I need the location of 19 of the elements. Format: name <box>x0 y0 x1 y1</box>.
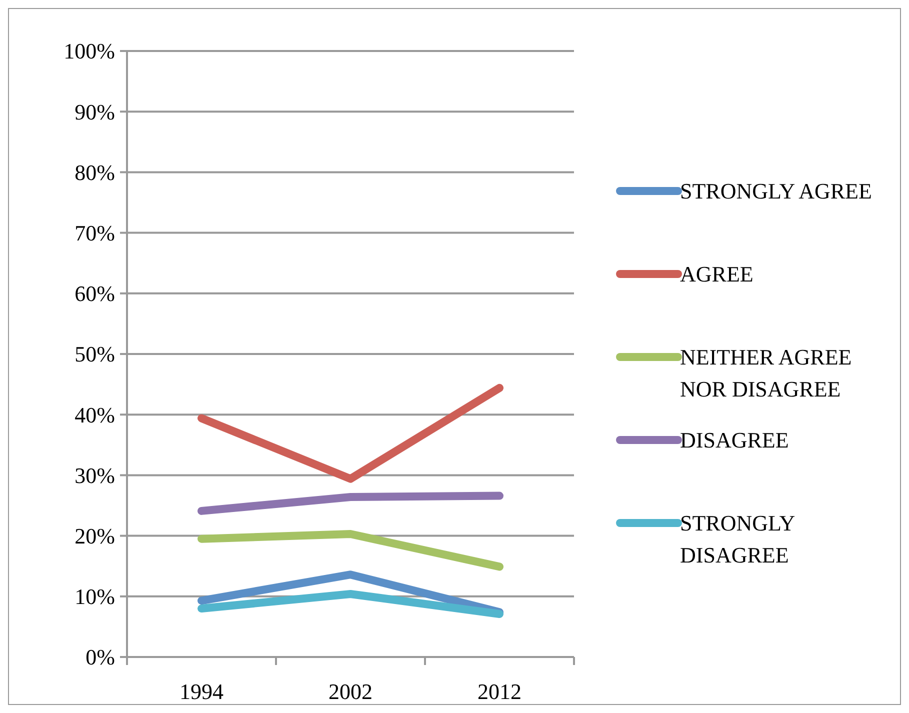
y-tick-label: 30% <box>74 462 115 488</box>
legend-label: AGREE <box>680 262 754 287</box>
x-tick-label: 2012 <box>478 679 522 704</box>
y-tick-label: 90% <box>74 99 115 124</box>
y-tick-label: 20% <box>74 524 115 548</box>
y-tick-label: 60% <box>74 281 115 306</box>
x-tick-label: 1994 <box>180 679 224 704</box>
y-tick-label: 70% <box>74 220 115 246</box>
y-tick-label: 40% <box>74 402 115 428</box>
legend-label: DISAGREE <box>680 428 789 453</box>
y-tick-label: 0% <box>86 644 115 670</box>
y-tick-label: 50% <box>74 342 115 367</box>
x-tick-label: 2002 <box>328 679 372 704</box>
y-tick-label: 80% <box>74 160 115 185</box>
legend-label: NEITHER AGREE NOR DISAGREE <box>680 344 852 402</box>
legend-label: STRONGLY AGREE <box>680 178 872 204</box>
y-tick-label: 100% <box>64 38 115 64</box>
legend-label: STRONGLY DISAGREE <box>680 510 796 568</box>
y-tick-label: 10% <box>74 584 115 610</box>
